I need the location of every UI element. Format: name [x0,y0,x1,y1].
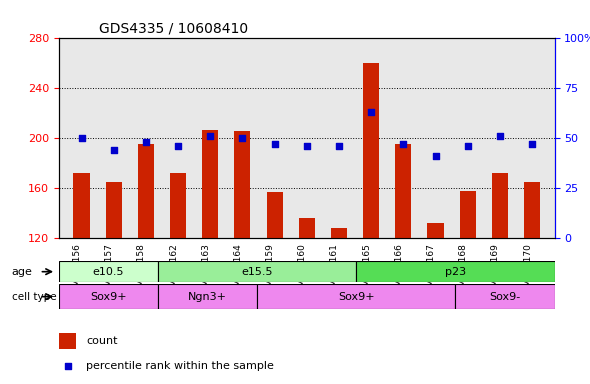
Point [335,143,344,149]
Point [109,147,119,153]
Bar [59,333,76,349]
Bar [106,182,122,238]
Bar [363,63,379,238]
Point [302,143,312,149]
Text: e15.5: e15.5 [241,266,273,277]
Point [431,153,440,159]
Bar [460,190,476,238]
Text: age: age [12,266,32,277]
Bar [138,144,154,238]
FancyBboxPatch shape [455,284,555,309]
Point [495,133,504,139]
Point [270,141,279,147]
FancyBboxPatch shape [257,284,455,309]
Bar [395,144,411,238]
Point [205,133,215,139]
Point [463,143,473,149]
Text: Sox9+: Sox9+ [338,291,375,302]
Text: p23: p23 [445,266,466,277]
Bar [267,192,283,238]
FancyBboxPatch shape [356,261,555,282]
Text: count: count [86,336,118,346]
Point [77,135,86,141]
FancyBboxPatch shape [158,261,356,282]
Text: e10.5: e10.5 [93,266,124,277]
FancyBboxPatch shape [59,261,158,282]
Point [173,143,183,149]
Bar [299,218,315,238]
Bar [202,129,218,238]
Text: percentile rank within the sample: percentile rank within the sample [86,361,274,371]
Point [527,141,537,147]
Bar [74,173,90,238]
Bar [234,131,251,238]
Text: Sox9+: Sox9+ [90,291,127,302]
Bar [492,173,508,238]
Point [141,139,150,145]
Point [63,362,73,369]
Text: GDS4335 / 10608410: GDS4335 / 10608410 [99,22,248,36]
Point [399,141,408,147]
FancyBboxPatch shape [59,284,158,309]
Bar [170,173,186,238]
Text: Sox9-: Sox9- [490,291,520,302]
Text: cell type: cell type [12,291,57,302]
Text: Ngn3+: Ngn3+ [188,291,227,302]
Point [238,135,247,141]
Bar [524,182,540,238]
Bar [428,223,444,238]
Point [366,109,376,115]
Bar [331,228,347,238]
FancyBboxPatch shape [158,284,257,309]
